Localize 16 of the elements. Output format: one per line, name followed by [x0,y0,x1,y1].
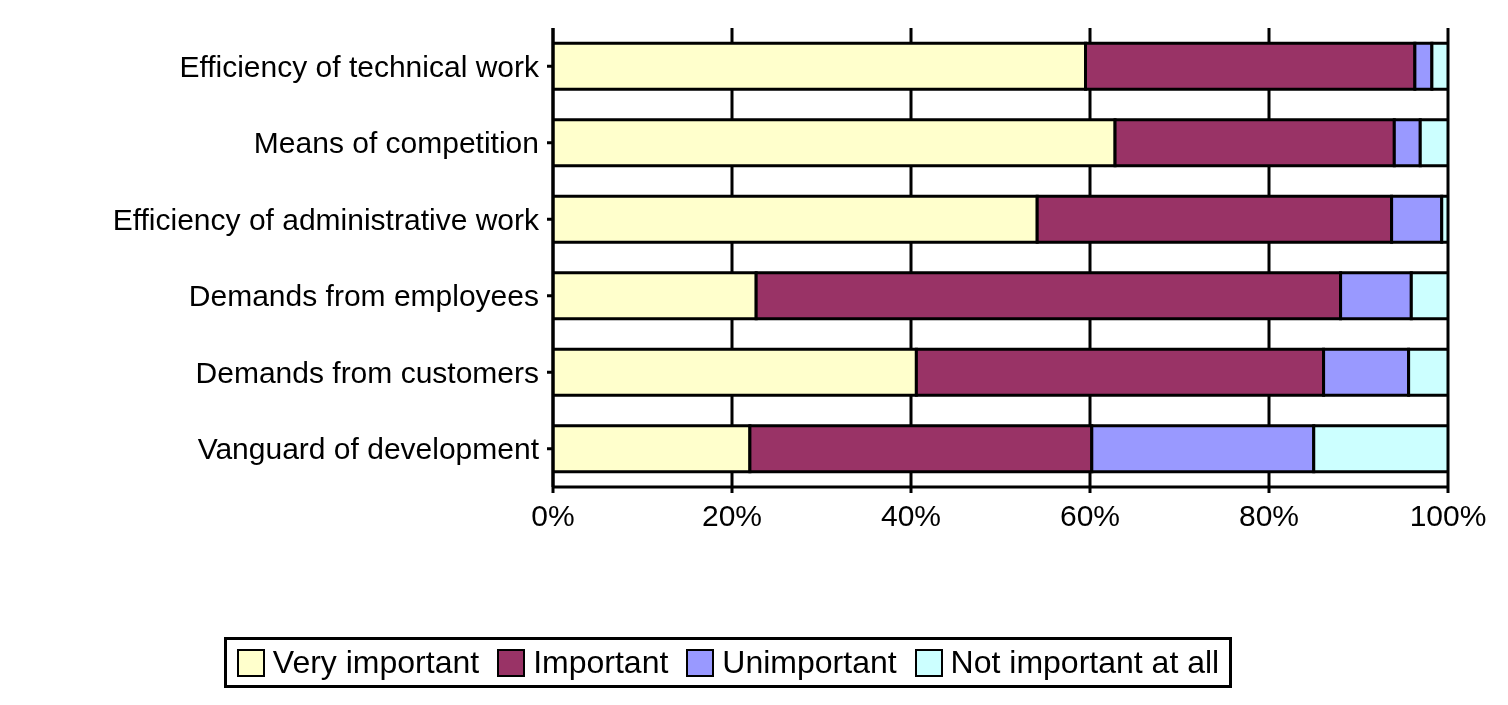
legend-label: Very important [272,644,480,681]
y-tick-label: Efficiency of administrative work [112,202,540,236]
y-tick-label: Vanguard of development [197,432,540,466]
x-tick-label: 60% [1059,499,1121,533]
x-tick-label: 20% [701,499,763,533]
legend-label: Unimportant [722,644,897,681]
x-tick-label: 80% [1238,499,1300,533]
x-tick-label: 0% [531,499,575,533]
x-tick-label: 40% [880,499,942,533]
y-tick-label: Means of competition [253,126,539,160]
legend-label: Not important at all [950,644,1220,681]
y-tick-label: Efficiency of technical work [179,49,540,83]
x-tick-label: 100% [1409,499,1487,533]
y-tick-label: Demands from customers [195,355,539,389]
y-tick-label: Demands from employees [188,279,539,313]
legend-label: Important [533,644,669,681]
